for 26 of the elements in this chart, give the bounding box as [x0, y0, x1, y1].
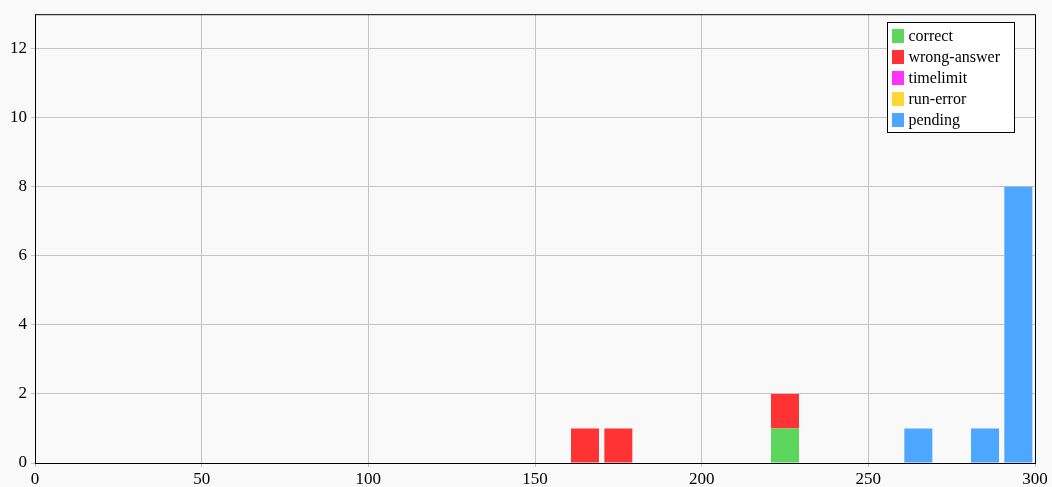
legend-label: correct — [908, 26, 953, 47]
bar — [1004, 186, 1033, 463]
bar — [904, 428, 933, 463]
bar — [604, 428, 633, 463]
y-tick-label: 6 — [18, 245, 27, 265]
legend-label: timelimit — [908, 68, 968, 89]
bar — [571, 428, 599, 463]
x-tick-label: 250 — [855, 468, 882, 487]
legend-label: pending — [908, 110, 961, 131]
y-tick-label: 10 — [10, 107, 27, 127]
x-tick-label: 0 — [30, 468, 40, 487]
y-tick-label: 12 — [10, 38, 27, 58]
x-tick-label: 50 — [193, 468, 211, 487]
bar — [771, 393, 799, 429]
y-tick-label: 0 — [18, 452, 27, 472]
legend-label: wrong-answer — [908, 47, 1000, 68]
x-tick-label: 300 — [1022, 468, 1048, 487]
x-tick-label: 100 — [355, 468, 382, 487]
y-tick-label: 2 — [18, 383, 27, 403]
y-tick-label: 8 — [18, 176, 27, 196]
bar — [971, 428, 999, 463]
y-tick-label: 4 — [18, 314, 28, 334]
x-tick-label: 200 — [688, 468, 715, 487]
x-tick-label: 150 — [522, 468, 548, 487]
bar — [771, 428, 799, 463]
legend-label: run-error — [908, 89, 967, 110]
